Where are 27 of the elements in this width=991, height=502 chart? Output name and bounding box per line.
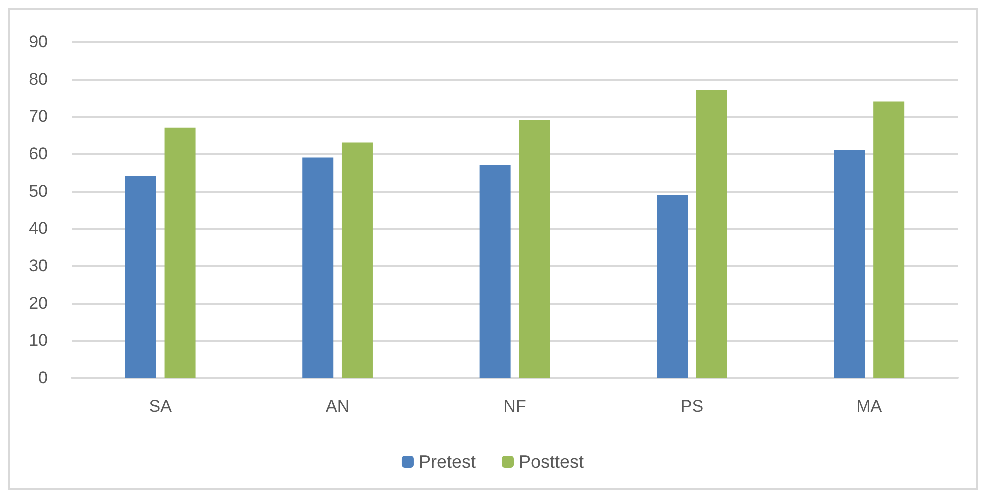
- y-tick-label: 70: [29, 107, 48, 126]
- x-tick-label: NF: [504, 397, 526, 416]
- y-tick-label: 10: [29, 331, 48, 350]
- bar: [342, 142, 373, 378]
- legend-label: Posttest: [518, 452, 584, 472]
- y-tick-label: 80: [29, 70, 48, 89]
- bar: [125, 176, 156, 378]
- bar: [696, 90, 728, 378]
- x-tick-label: MA: [856, 397, 883, 416]
- bar: [874, 102, 905, 378]
- x-tick-label: AN: [326, 397, 350, 416]
- y-tick-label: 50: [29, 182, 48, 201]
- x-tick-label: PS: [680, 397, 704, 416]
- bar: [657, 195, 688, 378]
- bar: [519, 120, 550, 378]
- legend-label: Pretest: [418, 452, 476, 472]
- x-tick-label: SA: [149, 397, 173, 416]
- bar: [480, 165, 511, 378]
- bar: [164, 128, 196, 378]
- y-tick-label: 20: [29, 294, 48, 313]
- bar: [834, 150, 866, 378]
- y-tick-label: 90: [29, 32, 48, 52]
- y-tick-label: 40: [29, 219, 48, 238]
- y-tick-label: 60: [29, 144, 48, 164]
- bar: [302, 158, 334, 378]
- y-tick-label: 0: [38, 368, 48, 388]
- y-tick-label: 30: [29, 256, 48, 276]
